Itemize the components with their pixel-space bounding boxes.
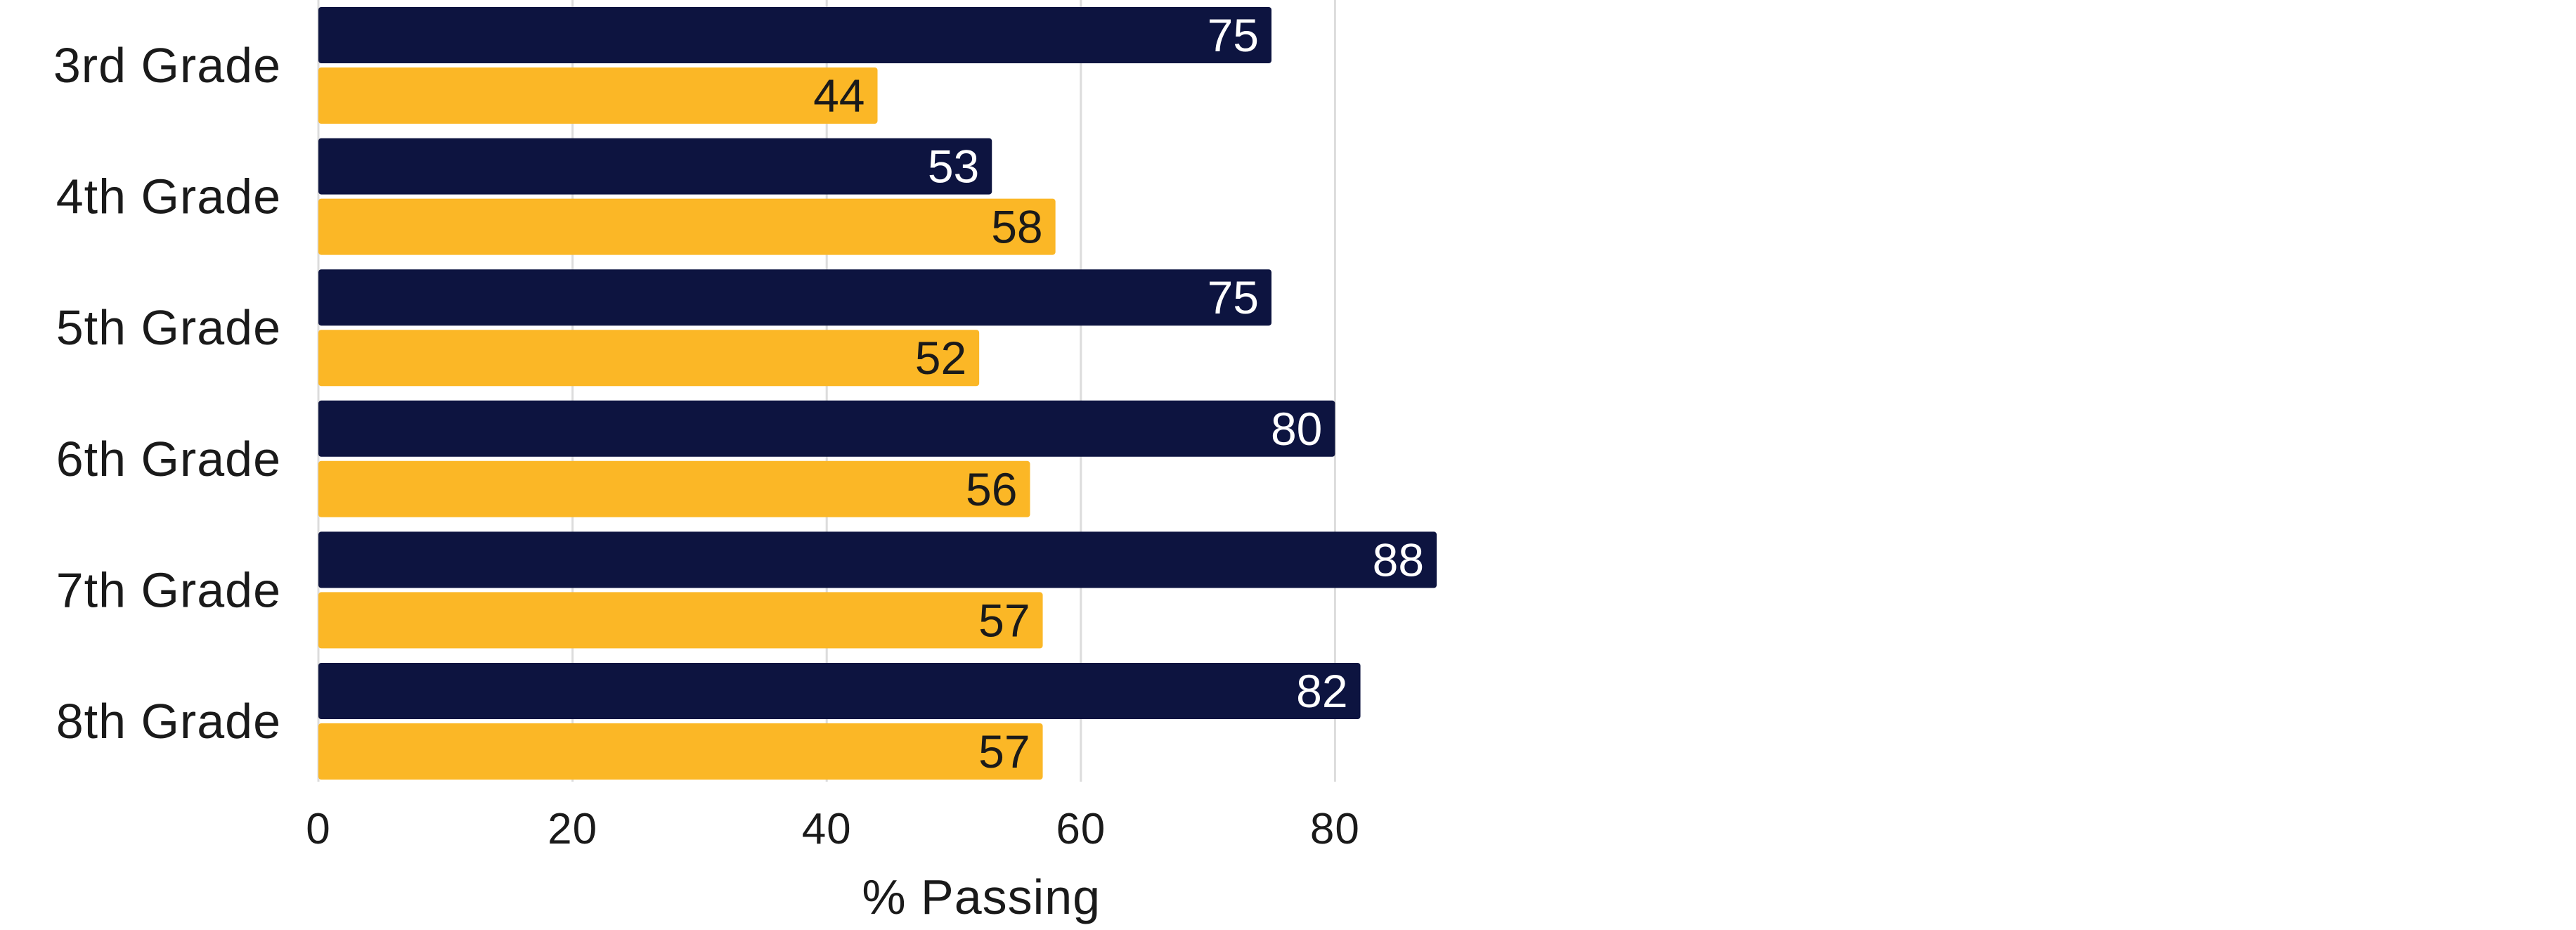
- bar-6th-grade-series-1: [318, 400, 1335, 457]
- data-label-8th-grade-series-2: 57: [978, 725, 1030, 777]
- x-tick-label-80: 80: [1310, 805, 1360, 853]
- bar-3rd-grade-series-2: [318, 67, 878, 124]
- tick-labels: 0 20 40 60 80: [306, 805, 1360, 853]
- bar-3rd-grade-series-1: [318, 7, 1271, 63]
- bar-4th-grade-series-1: [318, 138, 992, 195]
- data-label-7th-grade-series-1: 88: [1373, 534, 1424, 586]
- data-label-3rd-grade-series-2: 44: [813, 70, 865, 122]
- x-tick-label-60: 60: [1056, 805, 1106, 853]
- category-label-8th-grade: 8th Grade: [56, 694, 281, 749]
- category-label-4th-grade: 4th Grade: [56, 169, 281, 224]
- data-label-6th-grade-series-1: 80: [1271, 403, 1322, 455]
- data-label-4th-grade-series-1: 53: [928, 141, 979, 193]
- category-label-5th-grade: 5th Grade: [56, 300, 281, 355]
- x-tick-label-20: 20: [548, 805, 597, 853]
- category-label-3rd-grade: 3rd Grade: [53, 38, 281, 93]
- bar-8th-grade-series-1: [318, 663, 1361, 719]
- data-label-8th-grade-series-1: 82: [1296, 665, 1347, 717]
- category-label-7th-grade: 7th Grade: [56, 562, 281, 617]
- bar-4th-grade-series-2: [318, 198, 1056, 255]
- data-label-3rd-grade-series-1: 75: [1208, 9, 1259, 61]
- bar-7th-grade-series-1: [318, 531, 1437, 588]
- data-label-5th-grade-series-2: 52: [915, 332, 966, 384]
- bars: [318, 7, 1437, 780]
- bar-5th-grade-series-2: [318, 330, 980, 387]
- category-labels: 3rd Grade 4th Grade 5th Grade 6th Grade 7th …: [53, 38, 281, 749]
- x-tick-label-40: 40: [802, 805, 852, 853]
- bar-5th-grade-series-1: [318, 269, 1271, 326]
- bar-6th-grade-series-2: [318, 460, 1030, 517]
- bar-8th-grade-series-2: [318, 723, 1043, 780]
- category-label-6th-grade: 6th Grade: [56, 432, 281, 486]
- data-label-7th-grade-series-2: 57: [978, 594, 1030, 646]
- x-axis-label: % Passing: [862, 870, 1101, 924]
- data-label-4th-grade-series-2: 58: [991, 201, 1042, 253]
- x-tick-label-0: 0: [306, 805, 330, 853]
- data-label-5th-grade-series-1: 75: [1208, 271, 1259, 323]
- gridlines: [317, 0, 1336, 782]
- data-label-6th-grade-series-2: 56: [966, 463, 1017, 515]
- bar-7th-grade-series-2: [318, 592, 1043, 649]
